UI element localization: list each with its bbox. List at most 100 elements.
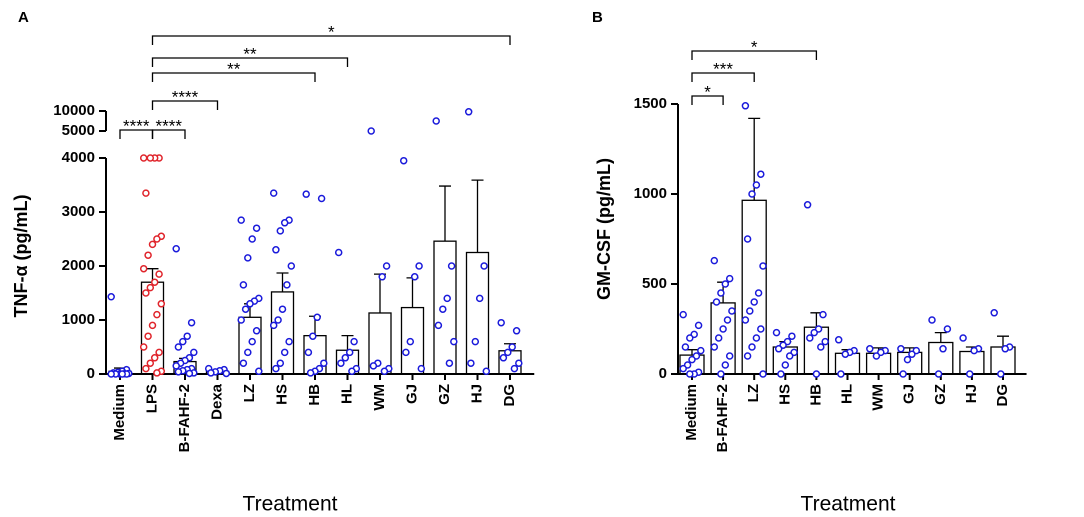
data-point [480, 262, 488, 270]
data-point [965, 370, 974, 378]
data-point [146, 154, 155, 162]
significance-bracket [691, 50, 818, 60]
data-point [899, 370, 907, 378]
data-point [144, 332, 152, 340]
data-point [788, 332, 796, 340]
data-point [153, 369, 161, 377]
data-point [741, 102, 750, 110]
data-point [743, 352, 752, 360]
data-point [157, 300, 166, 308]
data-point [803, 201, 812, 209]
data-point [244, 348, 252, 357]
data-point [190, 348, 198, 357]
data-point [834, 336, 843, 344]
y-tick-label: 1000 [634, 185, 667, 202]
data-point [183, 332, 191, 340]
data-point [142, 289, 150, 297]
data-point [439, 305, 447, 313]
data-point [754, 289, 763, 297]
data-point [287, 262, 296, 270]
data-point [748, 343, 756, 351]
data-point [313, 313, 321, 322]
data-point [148, 321, 157, 330]
data-point [903, 355, 912, 364]
data-point [320, 359, 328, 367]
data-point [434, 321, 443, 330]
significance-bracket [691, 95, 724, 105]
x-tick-label: HJ [963, 384, 980, 403]
data-point [759, 262, 767, 270]
y-axis-label: GM-CSF (pg/mL) [594, 158, 614, 300]
data-point [714, 334, 723, 342]
data-point [697, 346, 705, 355]
data-point [179, 337, 187, 346]
x-tick-label: GJ [403, 384, 420, 404]
data-point [819, 310, 827, 319]
panel-label: B [592, 9, 603, 26]
data-point [482, 367, 491, 376]
x-tick-label: HS [776, 384, 793, 405]
data-point [155, 348, 163, 357]
y-tick-label: 10000 [53, 102, 95, 119]
data-point [866, 345, 874, 353]
data-point [772, 328, 781, 337]
data-point [688, 355, 696, 364]
data-point [402, 348, 410, 357]
y-axis-label: TNF-α (pg/mL) [11, 194, 31, 317]
data-point [464, 108, 473, 116]
data-point [146, 359, 155, 367]
x-tick-label: HL [838, 384, 855, 404]
x-tick-label: Dexa [208, 383, 225, 420]
data-point [248, 337, 256, 346]
data-point [244, 254, 252, 262]
data-point [255, 367, 263, 376]
data-point [207, 369, 215, 377]
error-bar [341, 335, 354, 351]
data-point [153, 235, 161, 243]
data-point [467, 359, 475, 367]
data-point [415, 262, 423, 270]
data-point [174, 343, 183, 351]
data-point [934, 370, 943, 378]
data-point [746, 307, 754, 315]
data-point [445, 359, 454, 367]
y-tick-label: 5000 [62, 122, 95, 139]
data-point [432, 117, 440, 125]
data-point [777, 370, 785, 378]
data-point [155, 270, 163, 278]
x-tick-label: DG [501, 384, 518, 407]
significance-bracket [691, 72, 755, 82]
data-point [241, 305, 250, 313]
data-point [447, 262, 456, 270]
data-point [410, 273, 419, 281]
data-point [728, 307, 736, 315]
data-point [252, 224, 261, 232]
significance-bracket [151, 35, 511, 45]
data-point [367, 127, 375, 135]
data-point [150, 354, 159, 362]
data-point [150, 278, 159, 286]
significance-bracket [151, 129, 186, 139]
data-point [712, 298, 721, 306]
error-bar [471, 179, 484, 253]
data-point [725, 274, 734, 283]
data-point [908, 350, 916, 358]
data-point [139, 264, 148, 273]
data-point [928, 316, 936, 324]
data-point [269, 321, 278, 330]
data-point [417, 364, 426, 373]
data-point [285, 337, 293, 346]
data-point [302, 190, 310, 198]
data-point [721, 361, 730, 369]
data-point [278, 305, 287, 313]
data-point [806, 334, 814, 342]
data-point [380, 367, 389, 376]
data-point [725, 352, 734, 360]
data-point [710, 343, 719, 351]
data-point [237, 216, 245, 224]
data-point [781, 361, 790, 369]
data-point [222, 369, 231, 378]
significance-bracket [151, 100, 219, 110]
error-bar [997, 335, 1009, 347]
data-point [334, 248, 343, 257]
